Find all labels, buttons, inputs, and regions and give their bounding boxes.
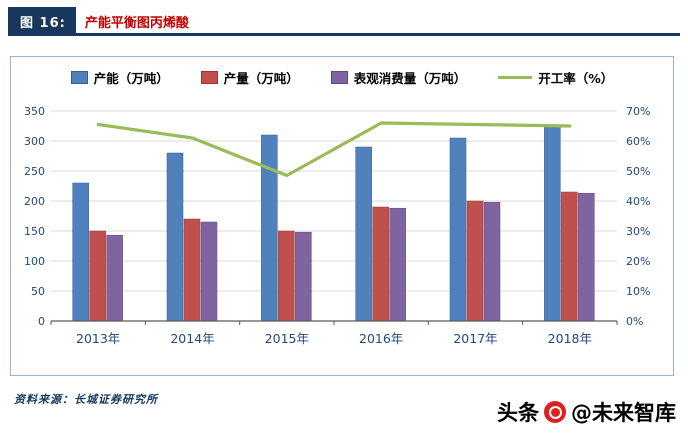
media-logo-icon [544, 401, 566, 423]
bar-series-1 [372, 206, 389, 322]
right-axis-tick-label: 0% [626, 315, 643, 328]
header-divider [8, 33, 680, 36]
bar-series-1 [183, 218, 201, 322]
figure-label: 图 16: [8, 7, 76, 36]
x-axis-category-label: 2017年 [453, 331, 497, 346]
source-note: 资料来源：长城证券研究所 [14, 393, 158, 406]
bar-series-1 [561, 191, 578, 322]
bar-series-2 [200, 221, 218, 322]
bar-series-2 [295, 231, 312, 322]
legend-line-icon [498, 76, 533, 79]
bar-series-2 [389, 207, 406, 322]
watermark-prefix: 头条 [497, 401, 539, 425]
left-axis-tick-label: 0 [38, 315, 45, 328]
right-axis-tick-label: 20% [626, 255, 650, 268]
bar-series-0 [355, 146, 372, 322]
legend-swatch-icon [70, 71, 88, 84]
bar-series-2 [578, 192, 595, 322]
left-axis-tick-label: 300 [24, 135, 45, 148]
bar-series-0 [544, 125, 561, 322]
x-axis-category-label: 2016年 [359, 331, 403, 346]
left-axis-tick-label: 250 [24, 165, 45, 178]
left-axis-tick-label: 100 [24, 255, 45, 268]
watermark-handle: @未来智库 [571, 401, 676, 425]
legend-label: 产量（万吨） [223, 71, 299, 86]
legend-label: 表观消费量（万吨） [353, 71, 467, 86]
legend-label: 产能（万吨） [93, 71, 169, 86]
bar-series-1 [89, 230, 106, 322]
legend-swatch-icon [200, 71, 218, 84]
left-axis-tick-label: 50 [31, 285, 45, 298]
x-axis-category-label: 2014年 [170, 331, 214, 346]
x-axis-category-label: 2015年 [265, 331, 309, 346]
legend-item-line: 开工率（%） [498, 68, 613, 87]
right-axis-tick-label: 40% [626, 195, 650, 208]
right-axis-tick-label: 60% [626, 135, 650, 148]
bar-series-1 [466, 200, 484, 322]
chart-frame: 产能（万吨） 产量（万吨） 表观消费量（万吨） 开工率（%） 0 50 100 150 200… [10, 56, 674, 376]
legend-label: 开工率（%） [538, 71, 614, 86]
bar-series-0 [449, 137, 467, 322]
bar-series-1 [278, 230, 295, 322]
x-axis-category-label: 2013年 [76, 331, 120, 346]
bar-series-0 [166, 152, 184, 322]
bar-series-2 [106, 234, 123, 322]
x-axis-category-label: 2018年 [548, 331, 592, 346]
chart-legend: 产能（万吨） 产量（万吨） 表观消费量（万吨） 开工率（%） [11, 68, 673, 87]
right-axis-tick-label: 50% [626, 165, 650, 178]
left-axis-tick-label: 350 [24, 105, 45, 118]
figure-title: 产能平衡图丙烯酸 [84, 16, 189, 31]
operating-rate-line [96, 121, 572, 178]
watermark: 头条 @未来智库 [497, 397, 676, 427]
legend-item-series-0: 产能（万吨） [70, 68, 169, 87]
chart-svg: 0 50 100 150 200 250 300 350 0% 10% 20% 30% 40% 50% 60… [24, 105, 650, 346]
right-axis-tick-label: 30% [626, 225, 650, 238]
right-axis-tick-label: 10% [626, 285, 650, 298]
figure-header: 图 16: 产能平衡图丙烯酸 [8, 7, 193, 36]
legend-item-series-2: 表观消费量（万吨） [330, 68, 467, 87]
bar-series-2 [483, 201, 501, 322]
bar-series-0 [72, 182, 89, 322]
right-axis-tick-label: 70% [626, 105, 650, 118]
bar-series-0 [261, 134, 278, 322]
legend-swatch-icon [330, 71, 348, 84]
legend-item-series-1: 产量（万吨） [200, 68, 299, 87]
left-axis-tick-label: 150 [24, 225, 45, 238]
left-axis-tick-label: 200 [24, 195, 45, 208]
